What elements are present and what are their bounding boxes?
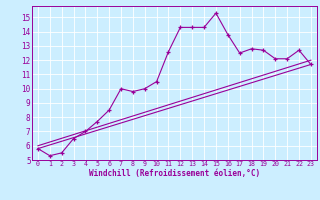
- X-axis label: Windchill (Refroidissement éolien,°C): Windchill (Refroidissement éolien,°C): [89, 169, 260, 178]
